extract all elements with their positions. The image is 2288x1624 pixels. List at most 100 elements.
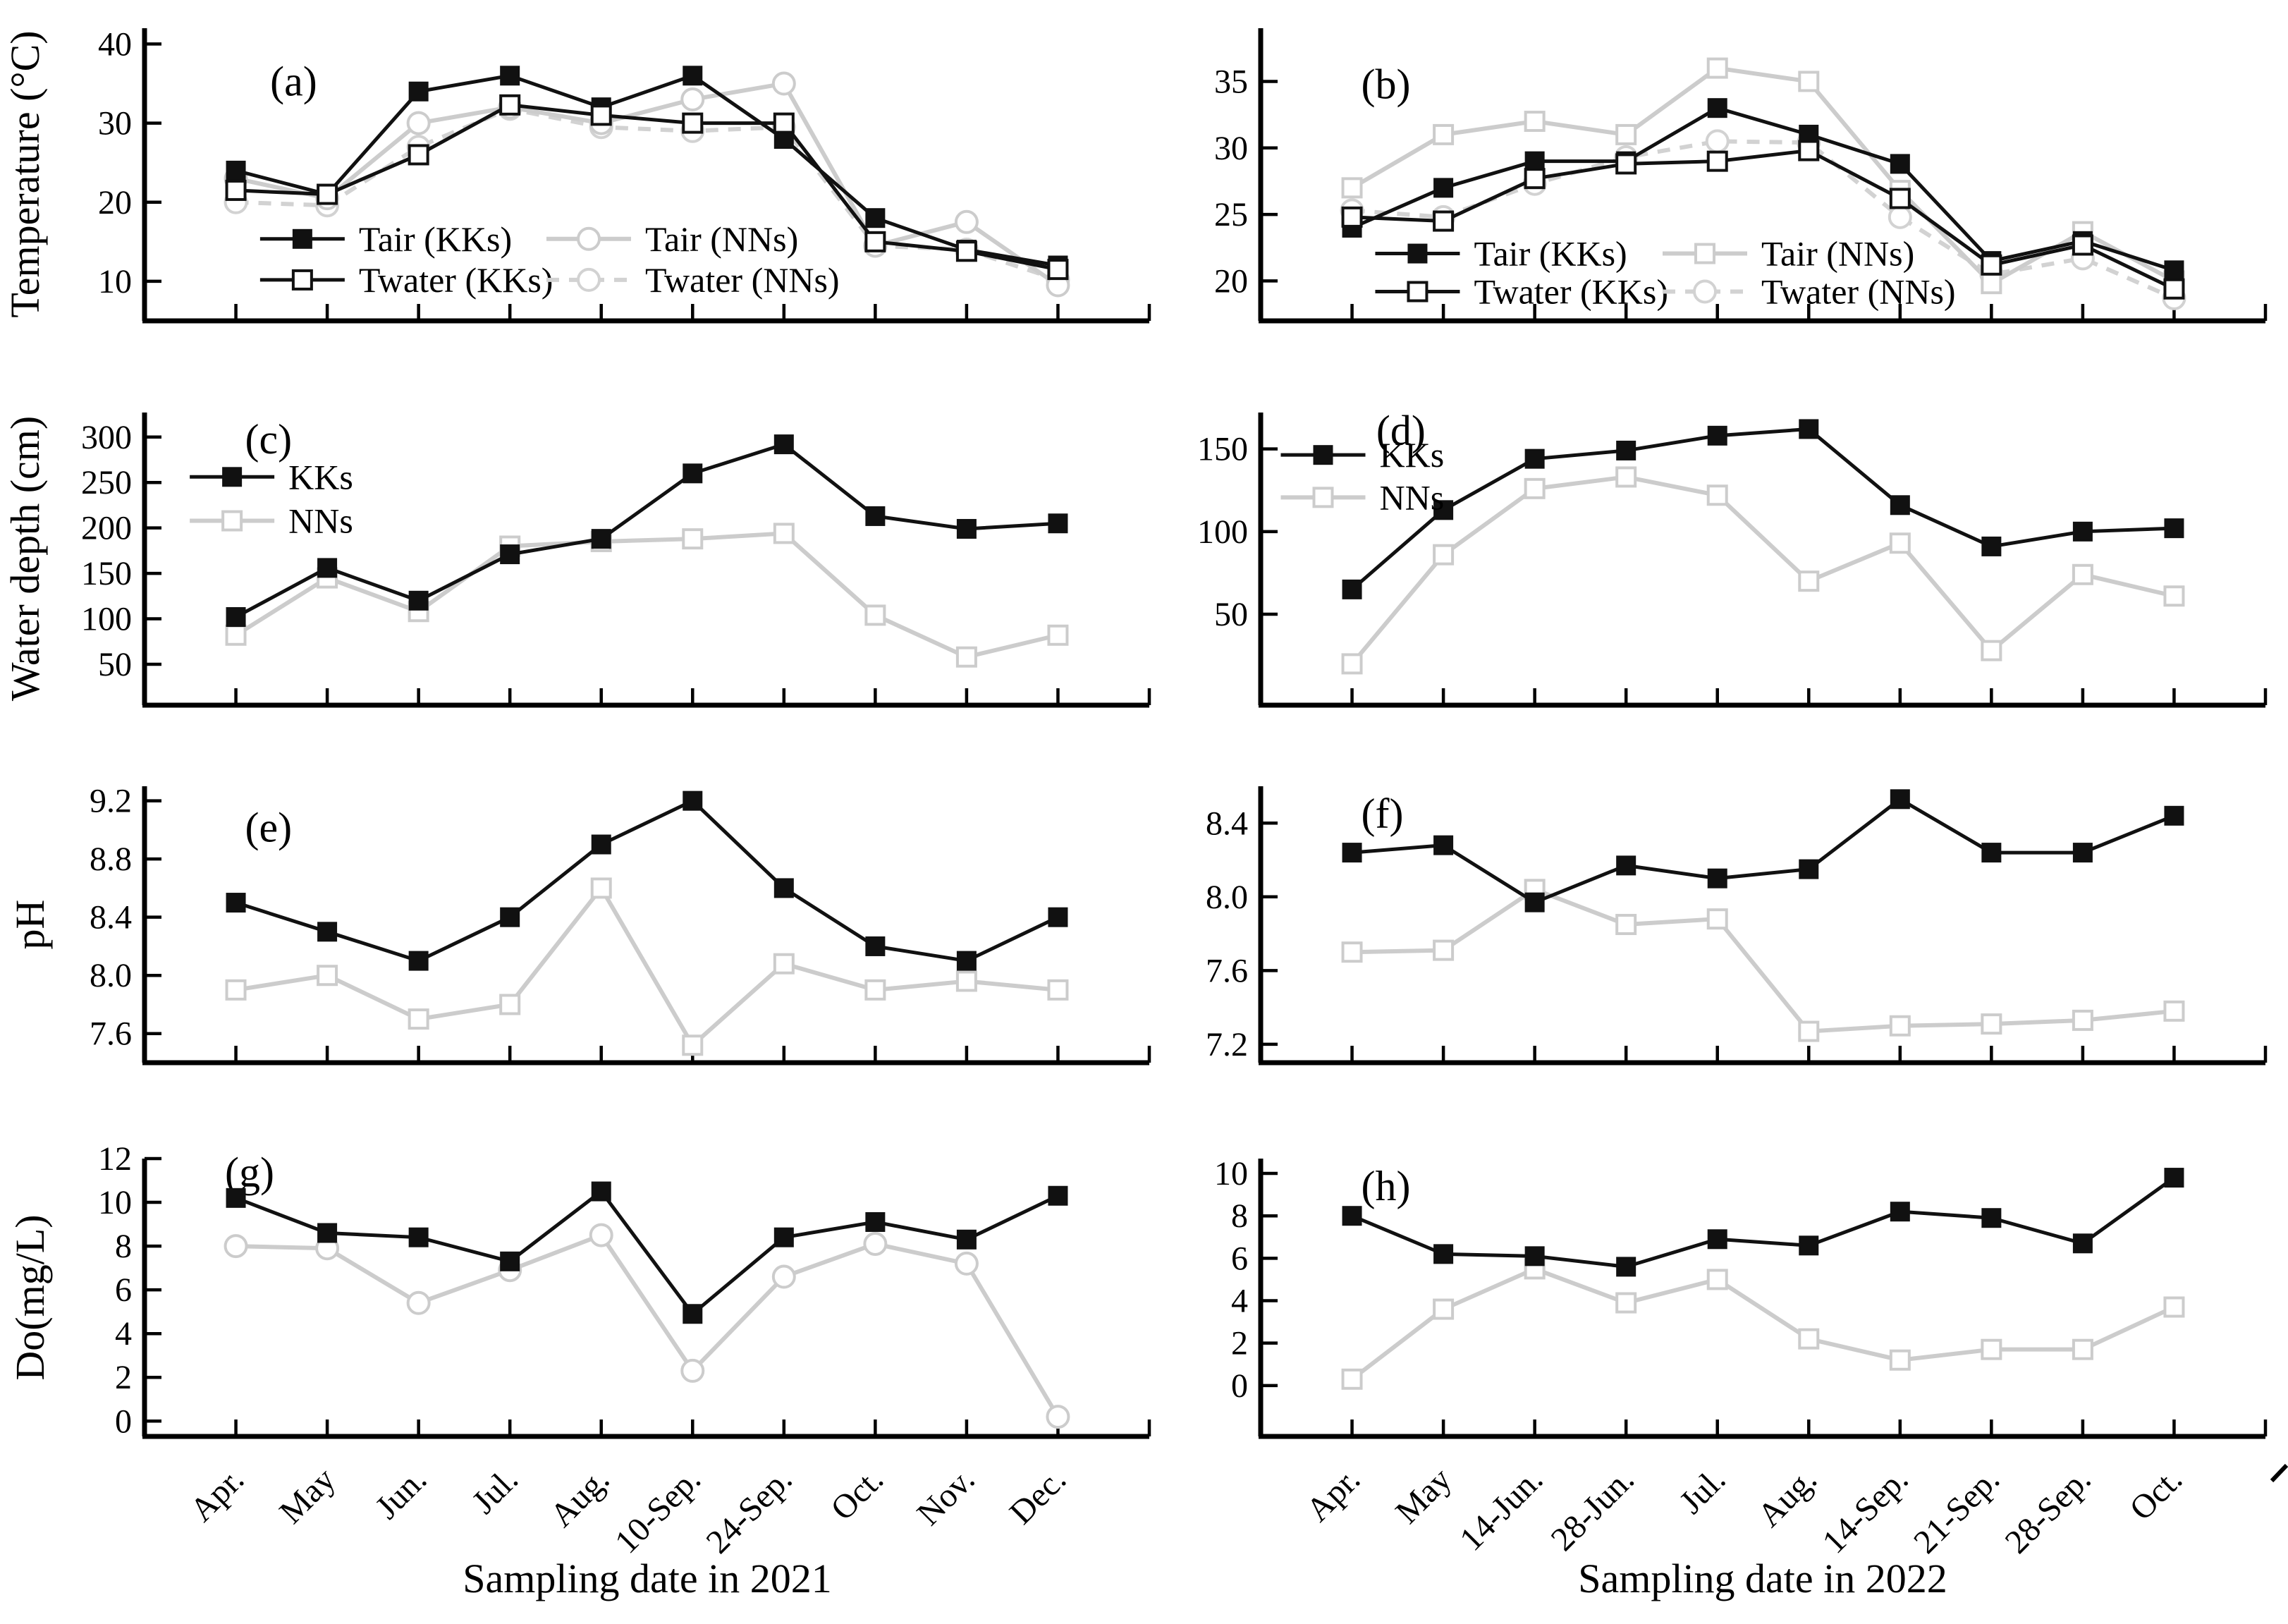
marker-open-square: [1981, 1338, 2002, 1360]
marker-filled-square: [1616, 440, 1637, 460]
y-tick-label: 7.2: [1206, 1026, 1248, 1063]
marker-filled-square: [408, 81, 429, 102]
series-line: [1351, 1176, 2175, 1269]
marker-filled-square: [1799, 1235, 1819, 1256]
marker-filled-square: [2164, 1168, 2184, 1188]
marker-open-square: [1981, 640, 2002, 661]
marker-open-square: [1798, 71, 1820, 92]
marker-filled-square: [1799, 859, 1819, 879]
panel-e: 7.6 8.0 8.4 8.8 9.2 (e): [90, 783, 1151, 1066]
marker-filled-square: [1048, 1185, 1068, 1206]
marker-filled-square: [2072, 843, 2093, 863]
marker-filled-square: [408, 951, 429, 971]
marker-open-circle: [771, 71, 796, 96]
marker-open-square: [317, 965, 338, 987]
marker-open-square: [590, 104, 612, 126]
marker-filled-square: [2164, 805, 2184, 826]
y-tick-label: 7.6: [90, 1015, 132, 1053]
panel-label-e: (e): [245, 804, 293, 850]
x-tick-label: 24-Sep.: [699, 1460, 799, 1561]
marker-open-circle: [863, 1231, 888, 1256]
series-line: [1350, 1266, 2175, 1381]
marker-filled-square: [226, 606, 246, 627]
y-tick-label: 0: [1231, 1367, 1248, 1405]
series-a-twater-kks: [225, 94, 1069, 281]
y-tick-label: 8.0: [90, 957, 132, 994]
marker-open-square: [1706, 1269, 1728, 1290]
x-tick-label: 10-Sep.: [608, 1460, 708, 1561]
marker-open-square: [1889, 188, 1911, 209]
x-tick-label: Aug.: [543, 1460, 616, 1534]
series-line: [235, 73, 1058, 267]
panel-label-a: (a): [270, 58, 317, 104]
marker-open-square: [590, 877, 612, 899]
series-line: [1350, 475, 2175, 666]
marker-filled-square: [317, 558, 338, 578]
y-tick-label: 10: [98, 263, 132, 300]
marker-filled-square: [1524, 151, 1545, 171]
y-axis-title-ph: pH: [7, 900, 53, 950]
marker-open-square: [1047, 979, 1069, 1001]
marker-open-circle: [680, 1358, 705, 1383]
marker-open-square: [1341, 177, 1363, 199]
marker-open-circle: [954, 1251, 979, 1276]
marker-filled-square: [591, 1181, 611, 1202]
marker-open-square: [2163, 1296, 2185, 1318]
marker-filled-square: [865, 1211, 886, 1232]
x-axis-title-2022: Sampling date in 2022: [1578, 1556, 1947, 1601]
marker-open-circle: [406, 111, 431, 135]
marker-filled-square: [1890, 495, 1910, 515]
marker-filled-square: [1433, 835, 1454, 855]
marker-filled-square: [865, 936, 886, 956]
series-h-nns: [1341, 1258, 2185, 1390]
marker-open-square: [1433, 939, 1455, 961]
marker-filled-square: [226, 1188, 246, 1208]
marker-filled-square: [1616, 1257, 1637, 1277]
marker-open-square: [1798, 570, 1820, 592]
marker-filled-square: [500, 66, 520, 86]
marker-open-square: [1433, 544, 1455, 566]
y-tick-label: 8: [115, 1228, 132, 1265]
marker-open-circle: [577, 226, 601, 251]
marker-open-square: [291, 269, 313, 291]
series-line: [1351, 106, 2175, 272]
y-tick-label: 100: [1197, 513, 1248, 551]
y-tick-label: 50: [1214, 596, 1248, 633]
marker-open-square: [1433, 123, 1455, 145]
legend-label: Twater (NNs): [1761, 272, 1956, 312]
marker-open-square: [1524, 111, 1546, 133]
marker-filled-square: [1707, 425, 1727, 446]
marker-filled-square: [1433, 178, 1454, 198]
marker-filled-square: [1342, 579, 1362, 599]
marker-filled-square: [1981, 1208, 2002, 1228]
series-g-kks: [226, 1181, 1068, 1324]
marker-open-square: [1047, 624, 1069, 646]
y-tick-label: 10: [1214, 1155, 1248, 1192]
marker-open-square: [1615, 153, 1637, 175]
marker-open-square: [2072, 1009, 2093, 1031]
marker-filled-square: [1799, 419, 1819, 439]
panel-label-h: (h): [1362, 1163, 1411, 1209]
marker-filled-square: [683, 1304, 703, 1324]
y-tick-label: 100: [81, 601, 132, 638]
legend-label: Twater (KKs): [1474, 272, 1668, 312]
legend-label: Twater (KKs): [359, 260, 553, 300]
x-tick-label: Oct.: [2122, 1460, 2189, 1527]
marker-filled-square: [1616, 855, 1637, 876]
series-line: [235, 1189, 1059, 1317]
marker-open-circle: [771, 1264, 796, 1289]
marker-open-square: [1615, 123, 1637, 145]
x-tick-label: 14-Sep.: [1815, 1460, 1915, 1561]
marker-open-square: [2072, 563, 2093, 585]
marker-filled-square: [1890, 1202, 1910, 1222]
panel-b: 20 25 30 35 (b) Tair (KKs) Tair (NNs) Twater (K…: [1214, 28, 2268, 324]
x-axis-title-2021: Sampling date in 2021: [463, 1556, 832, 1601]
marker-open-square: [1706, 150, 1728, 172]
marker-filled-square: [1048, 513, 1068, 534]
x-tick-label: Oct.: [824, 1460, 891, 1527]
y-tick-label: 200: [81, 510, 132, 547]
